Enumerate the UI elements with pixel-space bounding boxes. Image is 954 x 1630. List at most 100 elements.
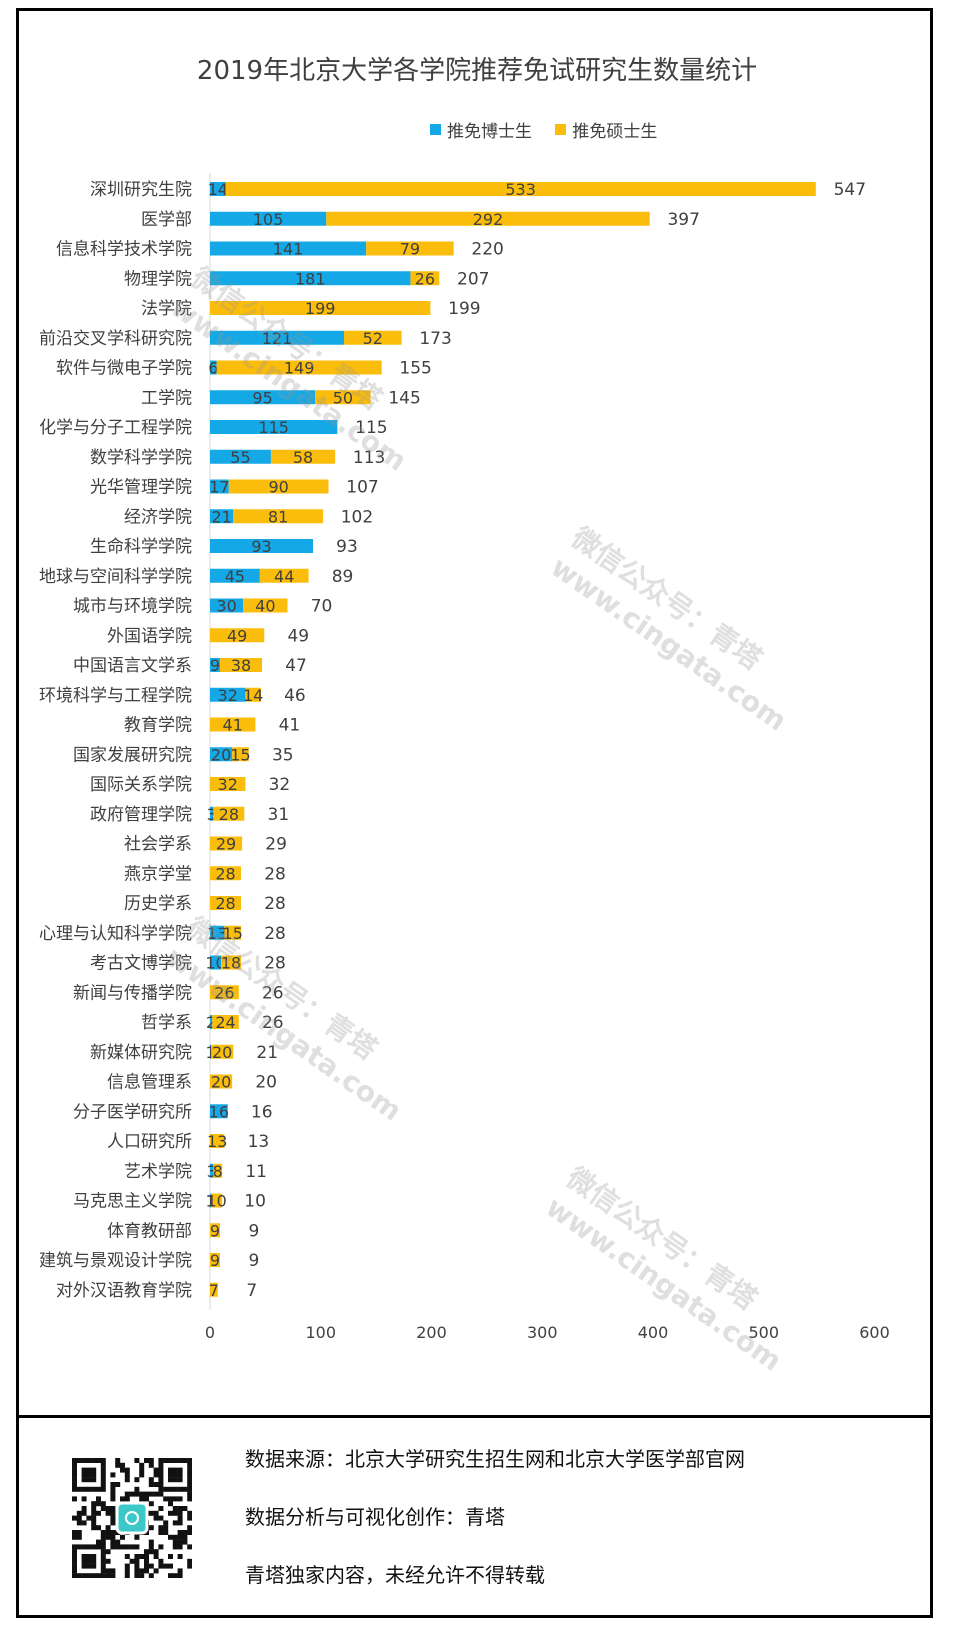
data-label-master: 28 — [219, 805, 239, 824]
bar-segment-phd — [210, 598, 244, 613]
footer-divider — [16, 1415, 933, 1418]
category-label: 马克思主义学院 — [73, 1192, 192, 1212]
bar-segment-phd — [210, 539, 313, 553]
total-label: 26 — [262, 1013, 284, 1033]
category-label: 分子医学研究所 — [73, 1102, 192, 1122]
total-label: 115 — [355, 418, 387, 438]
bar-segment-master — [270, 449, 336, 464]
bar-segment-master — [211, 1193, 223, 1208]
data-label-master: 26 — [415, 269, 435, 288]
data-label-phd: 3 — [207, 805, 217, 824]
total-label: 70 — [311, 597, 333, 617]
total-label: 155 — [399, 359, 431, 379]
total-label: 47 — [285, 656, 307, 676]
x-tick-label: 500 — [748, 1323, 779, 1342]
bar-segment-phd — [210, 1193, 212, 1208]
bar-segment-master — [233, 509, 323, 524]
total-label: 9 — [249, 1251, 260, 1271]
data-label-master: 20 — [212, 1043, 232, 1062]
data-label-master: 10 — [206, 1192, 226, 1211]
total-label: 397 — [667, 210, 699, 230]
data-label-master: 28 — [215, 864, 235, 883]
total-label: 21 — [256, 1043, 278, 1063]
bar-segment-master — [213, 806, 245, 821]
data-label-phd: 3 — [207, 1162, 217, 1181]
total-label: 220 — [471, 240, 503, 260]
qr-code-icon — [72, 1458, 192, 1578]
category-label: 医学部 — [141, 210, 192, 230]
total-label: 32 — [269, 775, 291, 795]
category-label: 心理与认知科学学院 — [39, 924, 192, 944]
data-label-phd: 55 — [230, 448, 250, 467]
bar-segment-phd — [210, 271, 411, 286]
bar-segment-master — [245, 687, 261, 702]
category-label: 对外汉语教育学院 — [56, 1281, 192, 1301]
bar-segment-master — [210, 1282, 218, 1297]
bar-segment-phd — [210, 420, 338, 434]
legend: 推免博士生 推免硕士生 — [430, 117, 675, 142]
data-label-phd: 45 — [225, 567, 245, 586]
bar-segment-phd — [210, 330, 345, 345]
bar-segment-phd — [210, 211, 327, 226]
total-label: 13 — [248, 1132, 270, 1152]
category-label: 生命科学学院 — [90, 537, 192, 557]
data-label-master: 8 — [213, 1162, 223, 1181]
category-label: 软件与微电子学院 — [56, 359, 192, 379]
total-label: 113 — [353, 448, 385, 468]
data-label-master: 40 — [255, 597, 275, 616]
bar-segment-master — [210, 628, 265, 643]
data-label-phd: 30 — [216, 597, 236, 616]
category-label: 教育学院 — [124, 716, 192, 736]
total-label: 28 — [264, 894, 286, 914]
x-tick-label: 200 — [416, 1323, 447, 1342]
category-label: 化学与分子工程学院 — [39, 418, 192, 438]
data-label-phd: 32 — [218, 686, 238, 705]
category-label: 地球与空间科学学院 — [39, 567, 192, 587]
bar-segment-master — [210, 1253, 220, 1267]
category-label: 经济学院 — [124, 507, 192, 527]
total-label: 31 — [268, 805, 290, 825]
bar-segment-phd — [210, 1015, 213, 1029]
bar-segment-master — [210, 777, 246, 791]
bar-segment-phd — [210, 747, 233, 762]
data-label-master: 7 — [209, 1281, 219, 1300]
footer-source: 数据来源：北京大学研究生招生网和北京大学医学部官网 — [245, 1447, 745, 1471]
bar-segment-phd — [210, 1044, 212, 1059]
bar-segment-master — [221, 955, 242, 970]
category-label: 体育教研部 — [107, 1221, 192, 1241]
category-label: 人口研究所 — [107, 1132, 192, 1152]
category-label: 城市与环境学院 — [73, 597, 192, 617]
chart-frame — [16, 8, 933, 1618]
bar-segment-master — [210, 896, 242, 910]
data-label-master: 38 — [231, 656, 251, 675]
category-label: 外国语学院 — [107, 626, 192, 646]
data-label-master: 58 — [293, 448, 313, 467]
bar-segment-master — [210, 301, 431, 315]
total-label: 107 — [346, 478, 378, 498]
total-label: 145 — [388, 388, 420, 408]
total-label: 41 — [279, 716, 301, 736]
x-tick-label: 100 — [305, 1323, 336, 1342]
category-label: 新闻与传播学院 — [73, 983, 192, 1003]
total-label: 28 — [264, 954, 286, 974]
total-label: 16 — [251, 1102, 273, 1122]
category-label: 中国语言文学系 — [73, 656, 192, 676]
data-label-master: 79 — [400, 240, 420, 259]
bar-segment-phd — [210, 806, 214, 821]
data-label-phd: 115 — [258, 418, 289, 437]
data-label-master: 52 — [363, 329, 383, 348]
bar-segment-master — [216, 360, 382, 375]
data-label-master: 292 — [473, 210, 504, 229]
bar-segment-master — [213, 1163, 223, 1178]
data-label-phd: 9 — [210, 656, 220, 675]
data-label-phd: 2 — [206, 1013, 216, 1032]
bar-segment-master — [259, 568, 309, 583]
total-label: 7 — [246, 1281, 257, 1301]
category-label: 历史学系 — [124, 894, 192, 914]
total-label: 49 — [287, 626, 309, 646]
bar-segment-phd — [210, 955, 222, 970]
data-label-master: 20 — [211, 1073, 231, 1092]
data-label-phd: 1 — [205, 1043, 215, 1062]
total-label: 28 — [264, 864, 286, 884]
total-label: 20 — [255, 1073, 277, 1093]
